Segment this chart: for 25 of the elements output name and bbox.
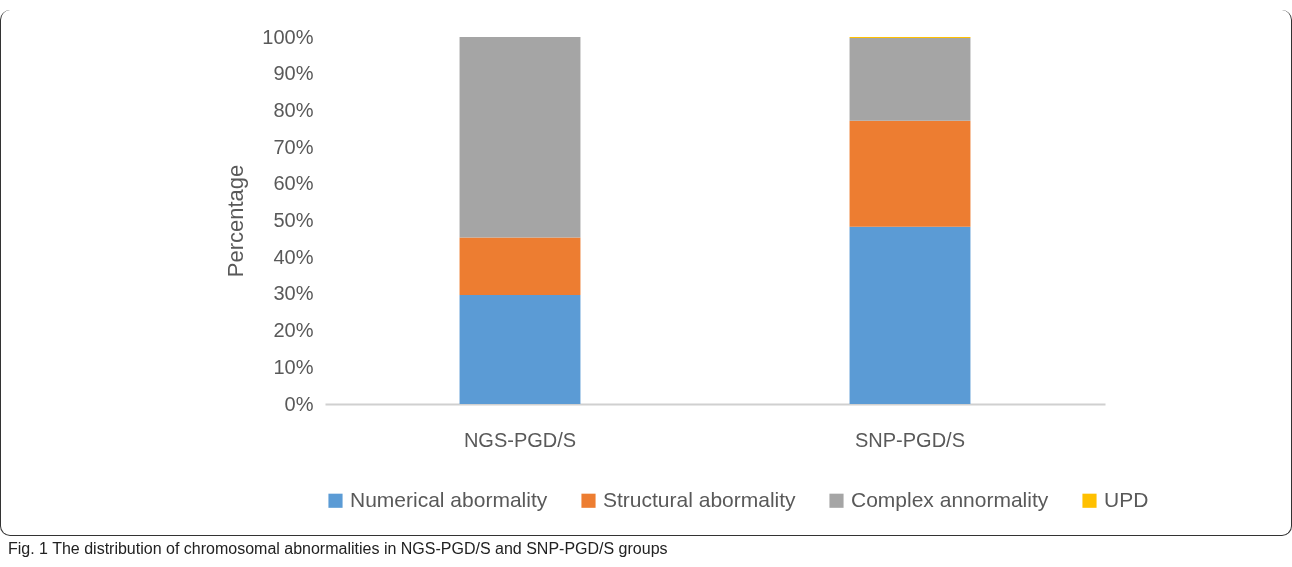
caption: Fig. 1 The distribution of chromosomal abnormalities in NGS-PGD/S and SNP-PGD/S groups bbox=[8, 540, 668, 558]
legend-label: Structural abormality bbox=[603, 487, 797, 511]
y-tick-label: 30% bbox=[273, 282, 314, 305]
bar bbox=[459, 37, 581, 238]
bar bbox=[849, 226, 971, 404]
legend-label: Complex annormality bbox=[851, 487, 1049, 511]
y-axis-title: Percentage bbox=[223, 164, 249, 278]
y-tick-label: 20% bbox=[273, 319, 314, 342]
bar bbox=[849, 38, 971, 121]
y-tick-label: 40% bbox=[273, 245, 314, 268]
y-tick-label: 50% bbox=[273, 209, 314, 231]
legend-label: UPD bbox=[1104, 487, 1149, 511]
bar bbox=[459, 237, 581, 295]
y-tick-label: 10% bbox=[273, 355, 314, 378]
y-tick-label: 100% bbox=[262, 25, 314, 48]
y-tick-label: 0% bbox=[284, 392, 314, 415]
bar bbox=[459, 295, 581, 404]
x-tick-label: NGS-PGD/S bbox=[463, 428, 577, 451]
y-tick-label: 90% bbox=[273, 62, 314, 85]
y-tick-label: 60% bbox=[273, 172, 314, 195]
y-tick-label: 80% bbox=[273, 98, 314, 121]
y-tick-label: 70% bbox=[273, 135, 314, 158]
bar bbox=[849, 120, 971, 227]
legend-label: Numerical abormality bbox=[350, 487, 548, 511]
x-tick-label: SNP-PGD/S bbox=[854, 428, 966, 451]
